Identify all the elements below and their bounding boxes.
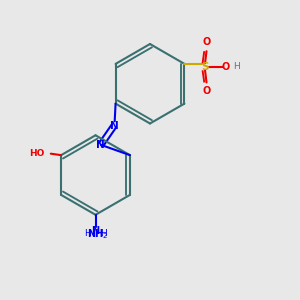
Text: H: H	[84, 230, 91, 238]
Text: HO: HO	[29, 149, 45, 158]
Text: H: H	[233, 62, 240, 71]
Text: N: N	[92, 226, 100, 236]
Text: O: O	[221, 62, 230, 72]
Text: O: O	[202, 38, 211, 47]
Text: N: N	[110, 121, 118, 131]
Text: S: S	[201, 62, 209, 72]
Text: 2: 2	[102, 233, 106, 239]
Text: H: H	[100, 230, 107, 238]
Text: N: N	[97, 140, 105, 150]
Text: NH: NH	[87, 229, 104, 239]
Text: O: O	[202, 86, 211, 96]
